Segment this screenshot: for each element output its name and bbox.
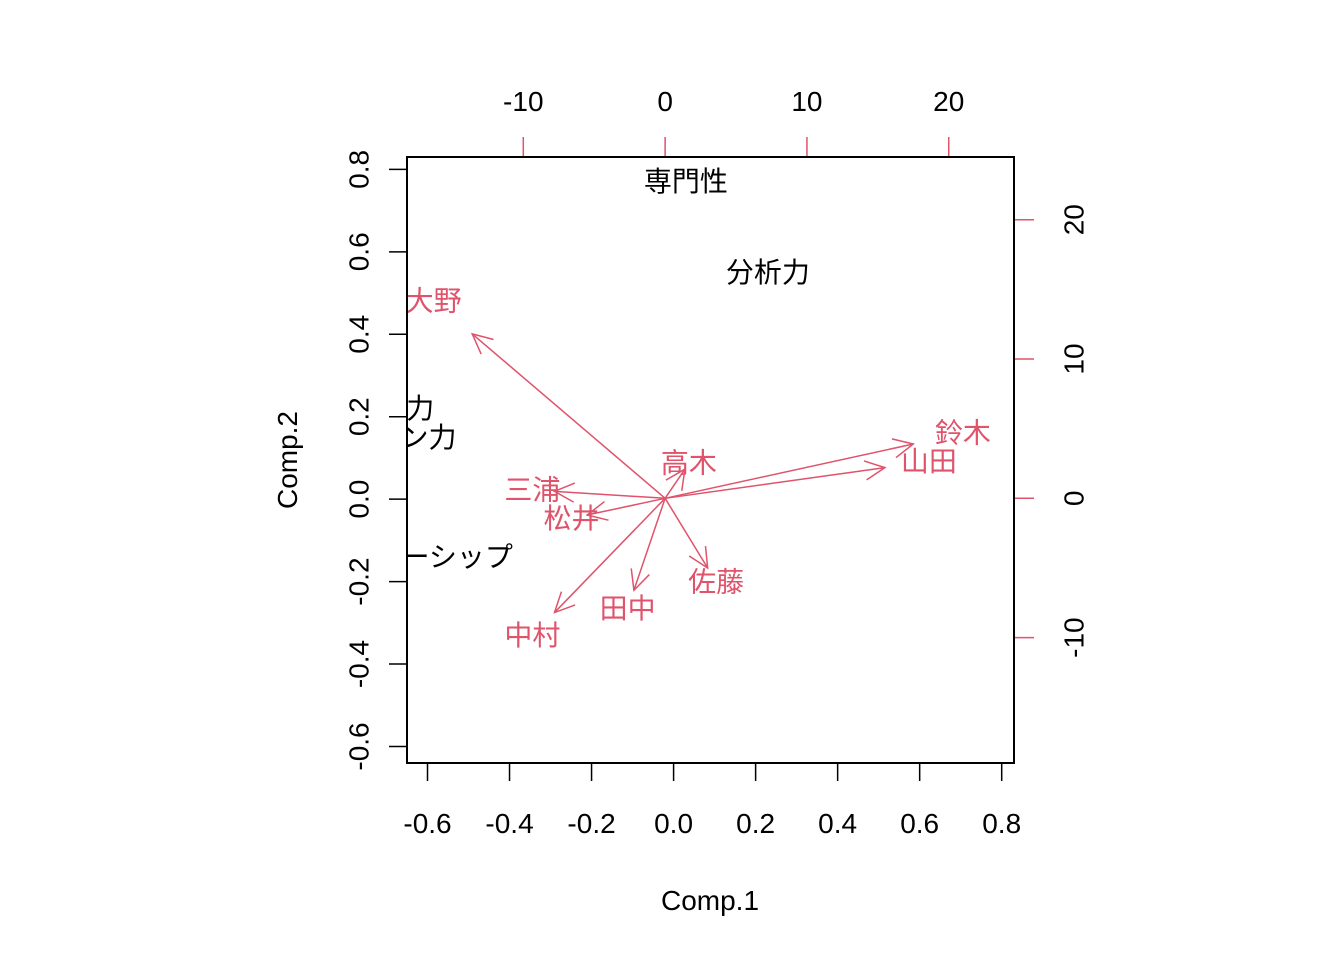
variable-arrowhead (688, 545, 709, 570)
variable-arrowhead (863, 460, 887, 481)
axes-layer: -0.6 -0.4 -0.2 0.0 0.2 0.4 0.6 0.8 -0.6 -0.4 -0.2 0… (344, 86, 1090, 839)
variable-label: 山田 (901, 445, 957, 478)
observation-label: プレゼン力 (316, 421, 456, 454)
x-tick-label: 0.2 (736, 808, 775, 839)
right-tick-label: -10 (1059, 617, 1090, 657)
plot-frame (406, 156, 1015, 764)
observation-label: 専門性 (644, 165, 728, 198)
observation-label: 分析力 (726, 256, 810, 289)
variable-arrow (664, 468, 686, 499)
observation-label: リーダーシップ (317, 540, 512, 573)
variable-arrow (665, 466, 886, 500)
variable-label: 松井 (544, 502, 600, 535)
top-tick-label: -10 (503, 86, 543, 117)
right-tick-label: 10 (1059, 343, 1090, 374)
y-tick-label: 0.0 (344, 480, 375, 519)
variable-label: 中村 (504, 619, 560, 652)
variable-arrowhead (585, 500, 609, 521)
y-tick-label: -0.2 (344, 557, 375, 605)
y-tick-label: 0.8 (344, 150, 375, 189)
variable-arrow (553, 497, 666, 614)
x-tick-label: 0.6 (900, 808, 939, 839)
x-axis-title: Comp.1 (661, 885, 759, 916)
right-tick-label: 0 (1059, 491, 1090, 507)
observation-label: コミュ力 (322, 392, 434, 425)
x-tick-label: -0.4 (485, 808, 533, 839)
y-tick-label: 0.6 (344, 232, 375, 271)
variable-arrowhead (470, 332, 494, 355)
variable-arrows (470, 332, 915, 614)
observation-labels: 専門性分析力コミュ力プレゼン力リーダーシップ (316, 165, 810, 573)
y-tick-label: 0.2 (344, 397, 375, 436)
x-tick-label: -0.6 (403, 808, 451, 839)
variable-arrow (664, 497, 709, 569)
y-tick-label: -0.4 (344, 640, 375, 688)
variable-label: 高木 (661, 447, 717, 480)
variable-arrow (633, 498, 666, 591)
x-tick-label: 0.8 (982, 808, 1021, 839)
variable-label: 鈴木 (935, 417, 991, 450)
x-tick-label: -0.2 (567, 808, 615, 839)
variable-label: 三浦 (504, 473, 560, 506)
variable-arrowhead (553, 591, 576, 614)
top-tick-label: 20 (933, 86, 964, 117)
y-tick-label: -0.6 (344, 722, 375, 770)
top-tick-label: 10 (791, 86, 822, 117)
y-axis-title: Comp.2 (272, 411, 303, 509)
variable-arrow (471, 333, 666, 499)
right-tick-label: 20 (1059, 204, 1090, 235)
variable-arrow (554, 490, 666, 500)
y-tick-label: 0.4 (344, 315, 375, 354)
variable-label: 佐藤 (688, 565, 744, 598)
x-tick-label: 0.4 (818, 808, 857, 839)
x-tick-label: 0.0 (654, 808, 693, 839)
variable-arrowhead (665, 467, 686, 491)
variable-arrowhead (891, 438, 915, 459)
variable-label: 田中 (600, 592, 656, 625)
variable-arrow (586, 497, 666, 516)
variable-arrow (664, 443, 914, 500)
variable-arrowhead (552, 482, 576, 503)
variable-label: 大野 (406, 285, 462, 318)
variable-arrowhead (630, 568, 650, 592)
top-tick-label: 0 (657, 86, 673, 117)
